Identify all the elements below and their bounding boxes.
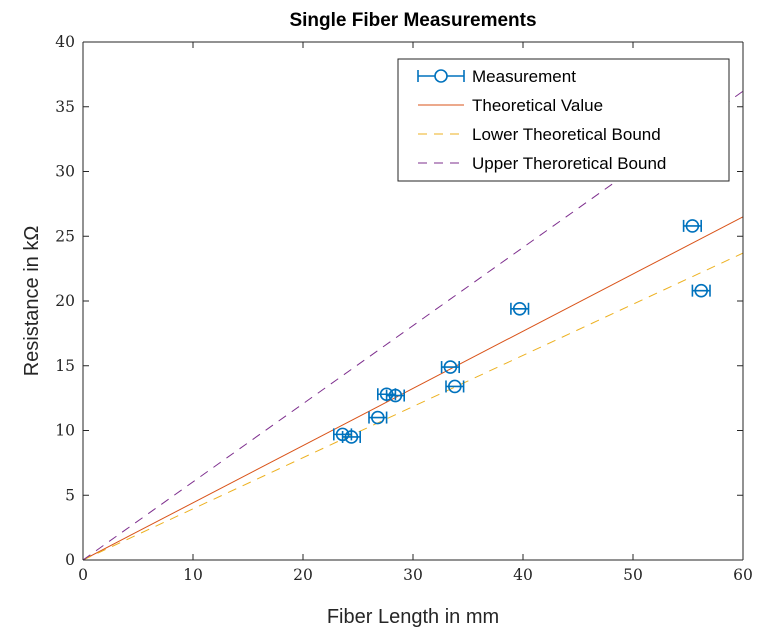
- data-point-marker: [685, 219, 700, 233]
- x-tick-label: 30: [403, 566, 423, 584]
- x-tick-label: 0: [78, 566, 88, 584]
- legend-entry: Theoretical Value: [418, 96, 603, 115]
- x-tick-label: 40: [513, 566, 533, 584]
- y-tick-label: 0: [65, 551, 75, 569]
- axes-layer: 0 10 20 30 40 50 60 0 5 10 15 20 25 30 35 40: [55, 33, 753, 584]
- data-point: [341, 430, 362, 444]
- y-tick-label: 15: [55, 357, 75, 375]
- series-line-1: [83, 216, 743, 560]
- y-tick-label: 5: [65, 486, 75, 504]
- y-tick-label: 25: [55, 227, 75, 245]
- data-point-marker: [388, 388, 403, 403]
- y-tick-label: 10: [55, 422, 75, 440]
- data-point: [445, 379, 465, 394]
- data-point: [385, 388, 406, 403]
- y-tick-label: 40: [55, 33, 75, 51]
- y-tick-label: 20: [55, 292, 75, 310]
- y-tick-label: 30: [55, 163, 75, 181]
- legend-label: Upper Theroretical Bound: [472, 154, 666, 173]
- points-layer: [332, 219, 711, 444]
- data-point: [440, 360, 461, 374]
- legend-box: [397, 58, 730, 182]
- data-point-marker: [512, 301, 527, 316]
- data-point-marker: [694, 283, 709, 298]
- x-axis-label: Fiber Length in mm: [327, 606, 499, 628]
- legend-entry: Upper Theroretical Bound: [418, 154, 666, 173]
- data-point: [691, 283, 711, 298]
- data-point: [682, 219, 703, 233]
- legend: Measurement Theoretical Value Lower Theore…: [397, 58, 730, 182]
- x-tick-label: 50: [623, 566, 643, 584]
- legend-entry: Measurement: [417, 67, 576, 86]
- y-axis-label: Resistance in kΩ: [21, 226, 43, 377]
- legend-label: Measurement: [472, 67, 576, 86]
- data-point-marker: [370, 410, 385, 425]
- legend-swatch-marker: [434, 69, 448, 83]
- x-tick-label: 60: [733, 566, 753, 584]
- data-point-marker: [344, 430, 359, 444]
- legend-label: Lower Theoretical Bound: [472, 125, 661, 144]
- data-point: [510, 301, 530, 316]
- chart-title: Single Fiber Measurements: [289, 10, 536, 31]
- data-point-marker: [443, 360, 458, 374]
- y-tick-label: 35: [55, 98, 75, 116]
- data-point: [368, 410, 388, 425]
- x-tick-label: 20: [293, 566, 313, 584]
- data-point-marker: [447, 379, 462, 394]
- legend-entry: Lower Theoretical Bound: [418, 125, 661, 144]
- x-tick-label: 10: [183, 566, 203, 584]
- legend-label: Theoretical Value: [472, 96, 603, 115]
